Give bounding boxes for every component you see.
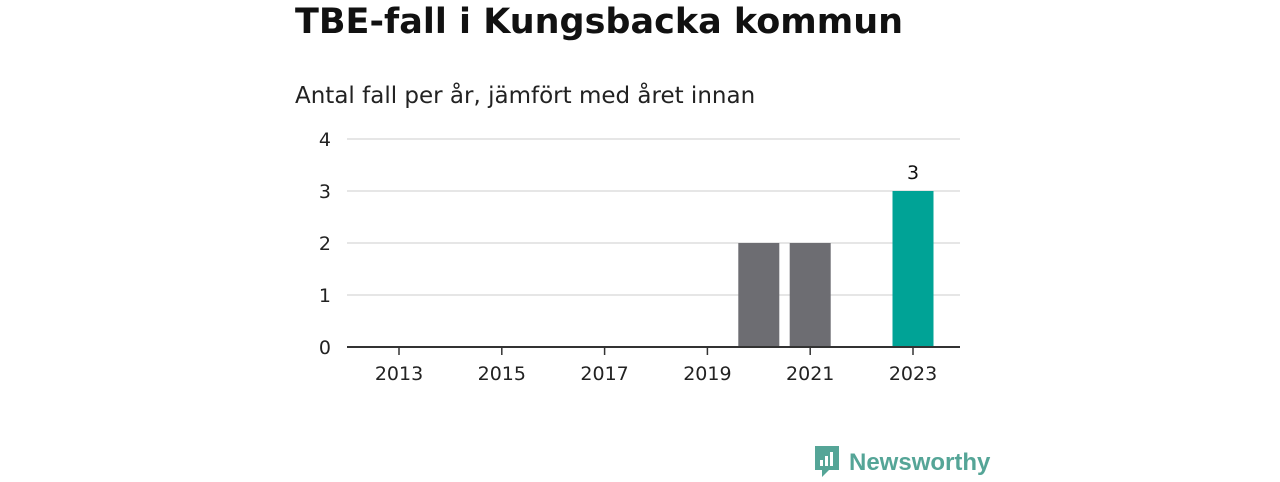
y-axis-ticks: 0 1 2 3 4 [319, 129, 331, 359]
data-label: 3 [907, 162, 919, 184]
chart-subtitle: Antal fall per år, jämfört med året inna… [295, 83, 756, 109]
x-tick-label: 2015 [478, 363, 526, 385]
bar-2021 [789, 243, 831, 347]
chart-title: TBE-fall i Kungsbacka kommun [295, 2, 904, 42]
data-labels: 3 [907, 162, 919, 184]
bar-2020 [738, 243, 780, 347]
bar-2023 [892, 191, 934, 347]
y-tick-label: 4 [319, 129, 331, 151]
x-tick-label: 2019 [683, 363, 731, 385]
x-tick-label: 2021 [786, 363, 834, 385]
gridlines [347, 138, 960, 296]
y-tick-label: 1 [319, 285, 331, 307]
x-tick-label: 2023 [889, 363, 937, 385]
newsworthy-brand[interactable]: Newsworthy [813, 444, 990, 482]
y-tick-label: 0 [319, 337, 331, 359]
y-tick-label: 2 [319, 233, 331, 255]
newsworthy-chart-logo-icon [813, 444, 841, 482]
y-tick-label: 3 [319, 181, 331, 203]
brand-name: Newsworthy [849, 449, 991, 476]
x-tick-label: 2013 [375, 363, 423, 385]
x-axis-ticks: 2013 2015 2017 2019 2021 2023 [375, 347, 937, 385]
bars [738, 191, 934, 347]
x-tick-label: 2017 [580, 363, 628, 385]
